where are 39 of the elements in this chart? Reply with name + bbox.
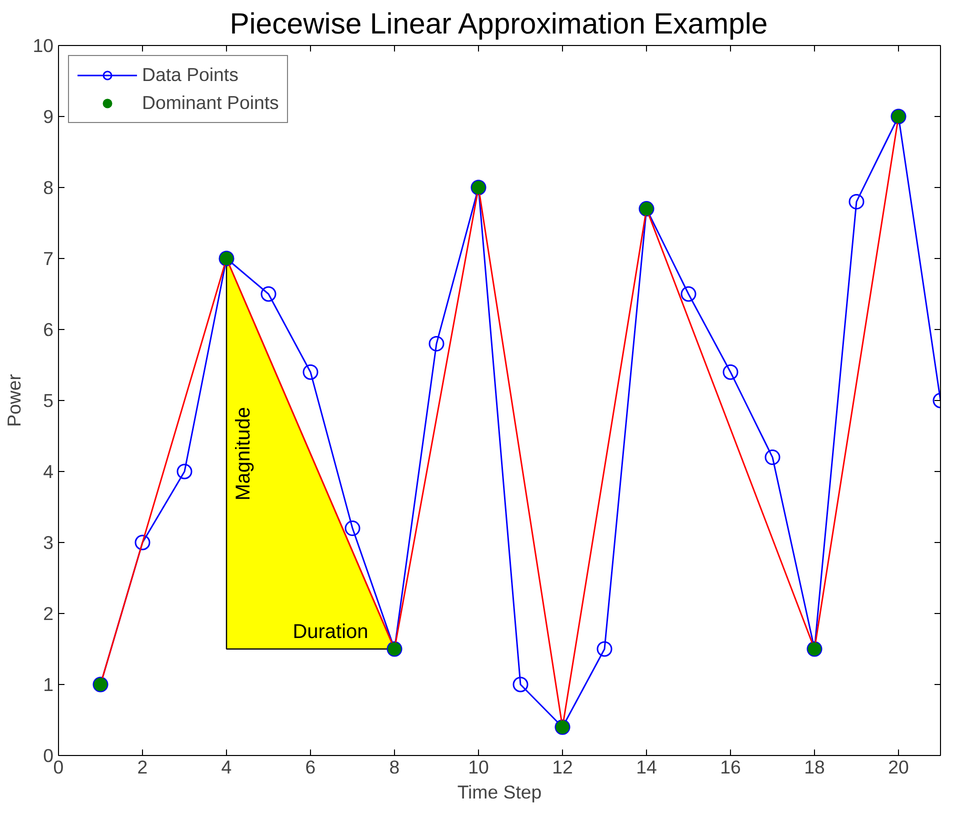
y-tick-label: 2 [43,603,54,624]
x-tick-label: 4 [221,756,232,778]
annotation: Duration [292,621,368,643]
y-tick-label: 6 [43,319,54,340]
y-tick-label: 8 [43,177,54,198]
annotation: Magnitude [232,407,254,500]
x-tick-label: 6 [305,756,316,778]
y-tick-label: 5 [43,390,54,411]
y-tick-label: 1 [43,674,54,695]
point [764,450,780,466]
point [134,534,150,550]
legend-label: Dominant Points [142,92,279,114]
x-tick-label: 12 [552,756,573,778]
point [680,286,696,302]
x-axis-title: Time Step [457,782,542,802]
x-tick-label: 10 [468,756,489,778]
x-tick-label: 14 [636,756,657,778]
point [848,194,864,210]
point [302,364,318,380]
y-tick-label: 3 [43,532,54,553]
y-tick-label: 7 [43,248,54,269]
point [260,286,276,302]
x-tick-label: 8 [389,756,400,778]
x-tick-label: 2 [137,756,148,778]
y-tick-label: 10 [32,35,54,56]
point [596,641,612,657]
point [722,364,738,380]
x-tick-label: 18 [804,756,825,778]
y-tick-label: 9 [43,106,54,127]
x-tick-label: 16 [720,756,741,778]
y-tick-label: 4 [43,461,54,482]
legend-label: Data Points [142,64,238,86]
y-axis-title: Power [4,374,25,427]
chart-title: Piecewise Linear Approximation Example [230,8,768,40]
point [512,676,528,692]
point [176,464,192,480]
point [428,336,444,352]
point [344,520,360,536]
x-tick-label: 20 [888,756,909,778]
